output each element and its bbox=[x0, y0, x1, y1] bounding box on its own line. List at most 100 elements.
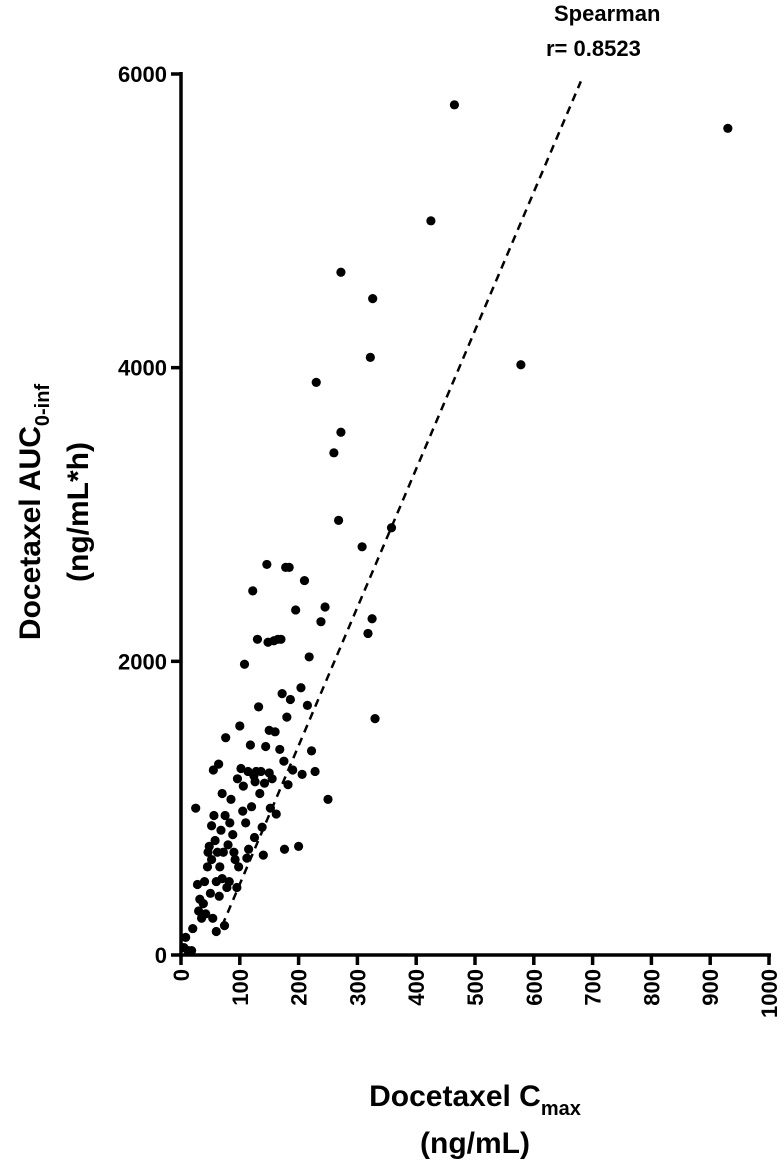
data-point-33 bbox=[219, 921, 230, 931]
data-point-118 bbox=[516, 360, 526, 370]
data-point-67 bbox=[257, 822, 267, 832]
data-point-119 bbox=[723, 123, 733, 133]
data-point-39 bbox=[225, 818, 235, 828]
data-point-22 bbox=[210, 835, 220, 846]
data-point-69 bbox=[259, 778, 270, 788]
data-point-53 bbox=[242, 853, 252, 863]
annotation-spearman: Spearman bbox=[554, 1, 660, 26]
data-point-68 bbox=[258, 850, 268, 860]
data-point-70 bbox=[261, 741, 271, 752]
y-tick-label-0: 0 bbox=[155, 943, 167, 968]
x-tick-label-8: 800 bbox=[639, 969, 664, 1006]
x-tick-label-3: 300 bbox=[345, 969, 370, 1006]
data-point-115 bbox=[386, 523, 397, 533]
data-point-20 bbox=[208, 765, 218, 775]
y-axis-title-line1: Docetaxel AUC0-inf bbox=[14, 384, 54, 641]
data-point-81 bbox=[275, 744, 285, 755]
data-point-116 bbox=[426, 216, 436, 226]
y-axis-title: Docetaxel AUC0-inf (ng/mL*h) bbox=[14, 384, 95, 641]
data-point-4 bbox=[188, 923, 198, 934]
data-point-110 bbox=[363, 628, 373, 639]
data-point-114 bbox=[370, 713, 380, 724]
data-point-57 bbox=[246, 802, 257, 812]
data-point-50 bbox=[238, 781, 248, 791]
data-point-85 bbox=[279, 844, 290, 854]
data-point-5 bbox=[191, 803, 201, 813]
data-point-48 bbox=[236, 763, 246, 774]
data-point-97 bbox=[302, 700, 313, 710]
data-point-100 bbox=[310, 766, 320, 777]
x-tick-label-6: 600 bbox=[522, 969, 547, 1006]
data-point-64 bbox=[254, 702, 264, 712]
data-point-15 bbox=[204, 841, 214, 851]
data-point-56 bbox=[245, 740, 255, 750]
data-point-21 bbox=[209, 810, 219, 821]
data-point-95 bbox=[297, 769, 307, 779]
y-axis-title-sub: 0-inf bbox=[32, 384, 54, 427]
data-point-111 bbox=[365, 352, 375, 362]
data-point-29 bbox=[216, 825, 226, 835]
data-point-35 bbox=[221, 733, 231, 743]
data-point-1 bbox=[181, 932, 191, 942]
data-point-44 bbox=[232, 882, 242, 893]
data-point-51 bbox=[239, 659, 250, 669]
data-point-103 bbox=[320, 602, 330, 612]
data-point-47 bbox=[235, 721, 245, 731]
data-point-31 bbox=[217, 874, 227, 884]
data-point-93 bbox=[294, 841, 304, 851]
data-point-79 bbox=[271, 809, 281, 819]
data-points bbox=[179, 100, 733, 956]
x-axis-title-sub: max bbox=[541, 1098, 581, 1120]
annotation-r-value: r= 0.8523 bbox=[546, 36, 641, 61]
x-tick-label-9: 900 bbox=[698, 969, 723, 1006]
data-point-40 bbox=[226, 794, 236, 804]
y-tick-label-1: 2000 bbox=[118, 649, 167, 674]
data-point-92 bbox=[291, 605, 301, 615]
data-point-96 bbox=[299, 575, 310, 586]
spearman-trendline bbox=[221, 80, 582, 927]
data-point-99 bbox=[306, 746, 317, 756]
data-point-75 bbox=[265, 803, 275, 813]
data-point-12 bbox=[201, 909, 211, 919]
data-point-117 bbox=[449, 100, 460, 110]
data-point-88 bbox=[283, 780, 293, 790]
data-point-106 bbox=[333, 515, 344, 525]
data-point-105 bbox=[329, 448, 339, 458]
data-point-76 bbox=[267, 774, 277, 784]
data-point-19 bbox=[208, 913, 218, 923]
x-axis-title-line1: Docetaxel Cmax bbox=[369, 1080, 581, 1120]
data-point-113 bbox=[368, 294, 378, 304]
axis-ticks: 0 2000 4000 6000 0 100 200 300 400 500 600 700 800 90… bbox=[118, 62, 782, 1018]
data-point-66 bbox=[256, 766, 266, 777]
data-point-52 bbox=[241, 818, 251, 828]
data-point-102 bbox=[316, 617, 326, 627]
data-point-90 bbox=[285, 694, 295, 705]
data-point-17 bbox=[206, 854, 217, 865]
y-tick-label-2: 4000 bbox=[118, 356, 167, 381]
data-point-82 bbox=[276, 634, 286, 644]
data-point-43 bbox=[230, 854, 240, 865]
data-point-18 bbox=[206, 821, 217, 831]
data-point-83 bbox=[277, 689, 287, 699]
data-point-38 bbox=[224, 876, 234, 887]
data-point-104 bbox=[323, 794, 333, 804]
data-point-91 bbox=[288, 765, 298, 775]
data-point-45 bbox=[232, 774, 243, 784]
data-point-112 bbox=[367, 614, 377, 624]
x-tick-label-7: 700 bbox=[581, 969, 606, 1006]
data-point-109 bbox=[357, 542, 367, 552]
data-point-16 bbox=[205, 888, 215, 898]
data-point-107 bbox=[336, 427, 346, 437]
data-point-65 bbox=[255, 788, 265, 799]
data-point-11 bbox=[199, 876, 210, 887]
data-point-61 bbox=[250, 777, 260, 787]
trendline-group bbox=[221, 80, 582, 927]
data-point-34 bbox=[220, 810, 230, 821]
data-point-63 bbox=[252, 634, 263, 644]
data-point-89 bbox=[284, 562, 294, 572]
data-point-94 bbox=[296, 683, 306, 693]
data-point-27 bbox=[214, 891, 224, 901]
x-tick-label-1: 100 bbox=[228, 969, 253, 1006]
data-point-32 bbox=[218, 847, 228, 857]
